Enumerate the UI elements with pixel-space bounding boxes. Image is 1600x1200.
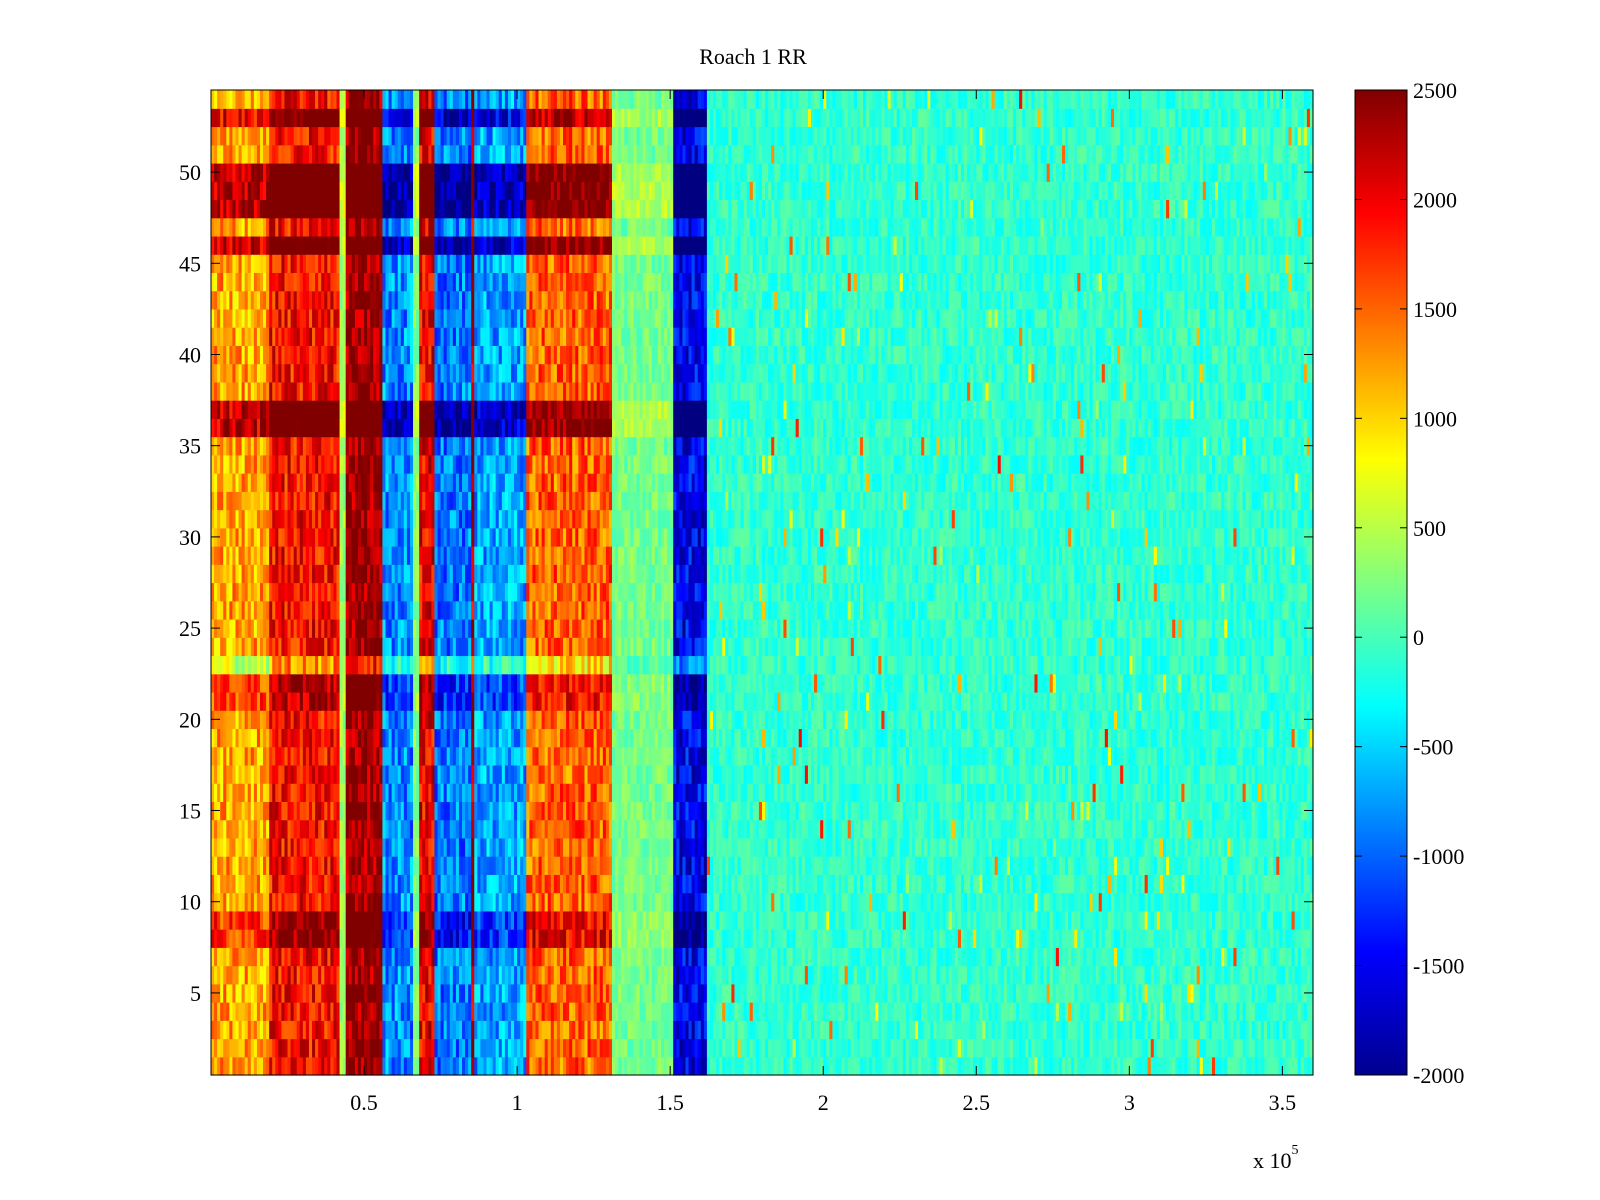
- chart-title: Roach 1 RR: [699, 44, 807, 69]
- heatmap-cells: [211, 90, 1314, 1076]
